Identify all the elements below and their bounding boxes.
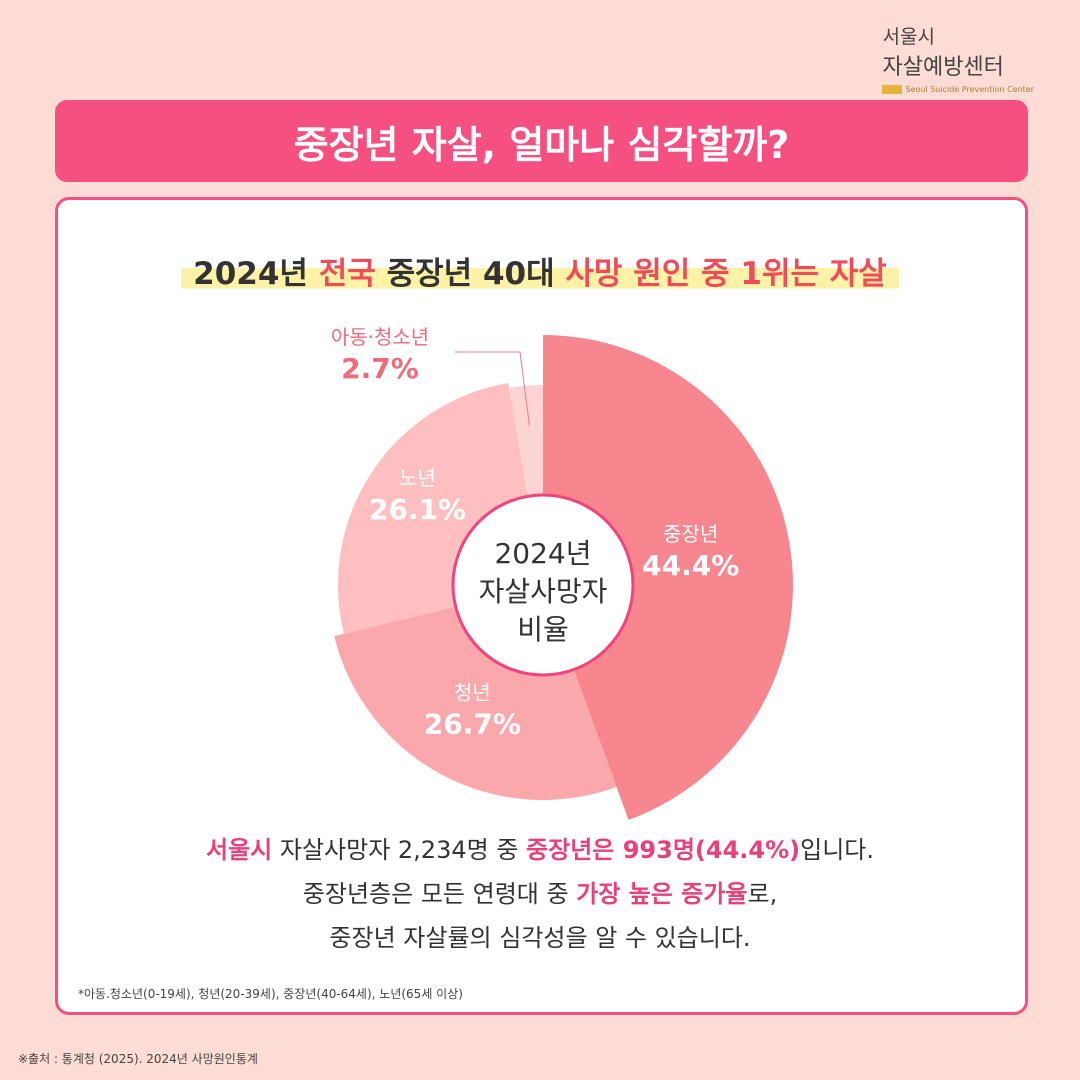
summary: 서울시 자살사망자 2,234명 중 중장년은 993명(44.4%)입니다. 중… — [0, 828, 1080, 960]
text-segment: 서울시 — [206, 836, 273, 864]
center-label: 2024년 — [494, 537, 591, 570]
title: 중장년 자살, 얼마나 심각할까? — [293, 122, 790, 167]
slice-value: 26.7% — [424, 707, 521, 740]
headline-highlight: 2024년 전국 중장년 40대 사망 원인 중 1위는 자살 — [181, 248, 899, 293]
footnote: *아동.청소년(0-19세), 청년(20-39세), 중장년(40-64세),… — [78, 987, 463, 1001]
text-segment: 중장년은 993명(44.4%) — [526, 836, 801, 864]
text-segment: 중장년층은 모든 연령대 중 — [302, 880, 577, 908]
text-segment: 사망 원인 중 1위는 자살 — [565, 256, 887, 292]
text-segment: 가장 높은 증가율 — [576, 880, 748, 908]
source: ※출처 : 통계청 (2025). 2024년 사망원인통계 — [18, 1052, 258, 1066]
summary-line: 중장년 자살률의 심각성을 알 수 있습니다. — [0, 916, 1080, 960]
logo-english: Seoul Suicide Prevention Center — [882, 85, 1034, 94]
slice-value: 2.7% — [341, 352, 419, 385]
leader-line — [455, 351, 530, 426]
text-segment: 전국 — [318, 256, 376, 292]
text-segment: 중장년 40대 — [375, 256, 566, 292]
text-segment: 로, — [747, 880, 778, 908]
slice-label: 아동·청소년 — [331, 325, 429, 349]
slice-value: 26.1% — [369, 493, 466, 526]
pie-slice — [543, 335, 794, 820]
text-segment: 입니다. — [800, 836, 874, 864]
text-segment: 2024년 — [193, 256, 319, 292]
slice-label: 청년 — [454, 680, 491, 704]
logo-line: 서울시 — [882, 26, 935, 48]
title-banner: 중장년 자살, 얼마나 심각할까? — [55, 100, 1028, 182]
center-label: 비율 — [517, 613, 569, 646]
slice-label: 중장년 — [663, 522, 718, 546]
slice-value: 44.4% — [642, 549, 739, 582]
center-circle — [451, 493, 635, 677]
text-segment: 중장년 자살률의 심각성을 알 수 있습니다. — [329, 924, 751, 952]
headline: 2024년 전국 중장년 40대 사망 원인 중 1위는 자살 — [0, 248, 1080, 293]
summary-line: 중장년층은 모든 연령대 중 가장 높은 증가율로, — [0, 872, 1080, 916]
center-label: 자살사망자 — [479, 575, 608, 608]
slice-label: 노년 — [399, 466, 436, 490]
logo: 서울시 자살예방센터 Seoul Suicide Prevention Cent… — [882, 22, 1034, 94]
summary-line: 서울시 자살사망자 2,234명 중 중장년은 993명(44.4%)입니다. — [0, 828, 1080, 872]
logo-line: 자살예방센터 — [882, 55, 1004, 80]
text-segment: 자살사망자 2,234명 중 — [272, 836, 527, 864]
